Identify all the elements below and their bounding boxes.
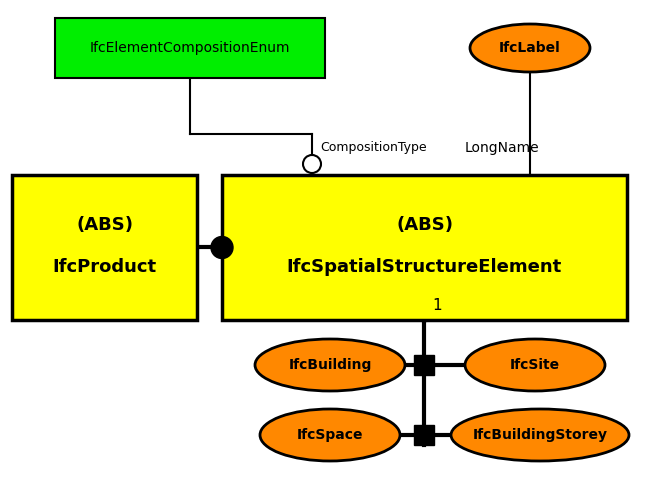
FancyBboxPatch shape [222,175,627,320]
Ellipse shape [260,409,400,461]
Text: IfcSpace: IfcSpace [297,428,363,442]
Ellipse shape [255,339,405,391]
Text: IfcBuilding: IfcBuilding [289,358,372,372]
FancyBboxPatch shape [55,18,325,78]
Text: LongName: LongName [465,141,540,155]
Ellipse shape [465,339,605,391]
Text: IfcElementCompositionEnum: IfcElementCompositionEnum [90,41,291,55]
Text: IfcBuildingStorey: IfcBuildingStorey [473,428,608,442]
Text: IfcSite: IfcSite [510,358,560,372]
Text: 1: 1 [432,297,441,313]
FancyBboxPatch shape [414,425,434,445]
Text: CompositionType: CompositionType [320,142,426,154]
Ellipse shape [470,24,590,72]
Text: IfcProduct: IfcProduct [53,259,157,276]
FancyBboxPatch shape [414,355,434,375]
Ellipse shape [451,409,629,461]
Text: (ABS): (ABS) [76,217,133,235]
FancyBboxPatch shape [12,175,197,320]
Circle shape [303,155,321,173]
Text: IfcLabel: IfcLabel [499,41,561,55]
Text: IfcSpatialStructureElement: IfcSpatialStructureElement [287,259,562,276]
Circle shape [211,237,233,259]
Text: (ABS): (ABS) [396,217,453,235]
